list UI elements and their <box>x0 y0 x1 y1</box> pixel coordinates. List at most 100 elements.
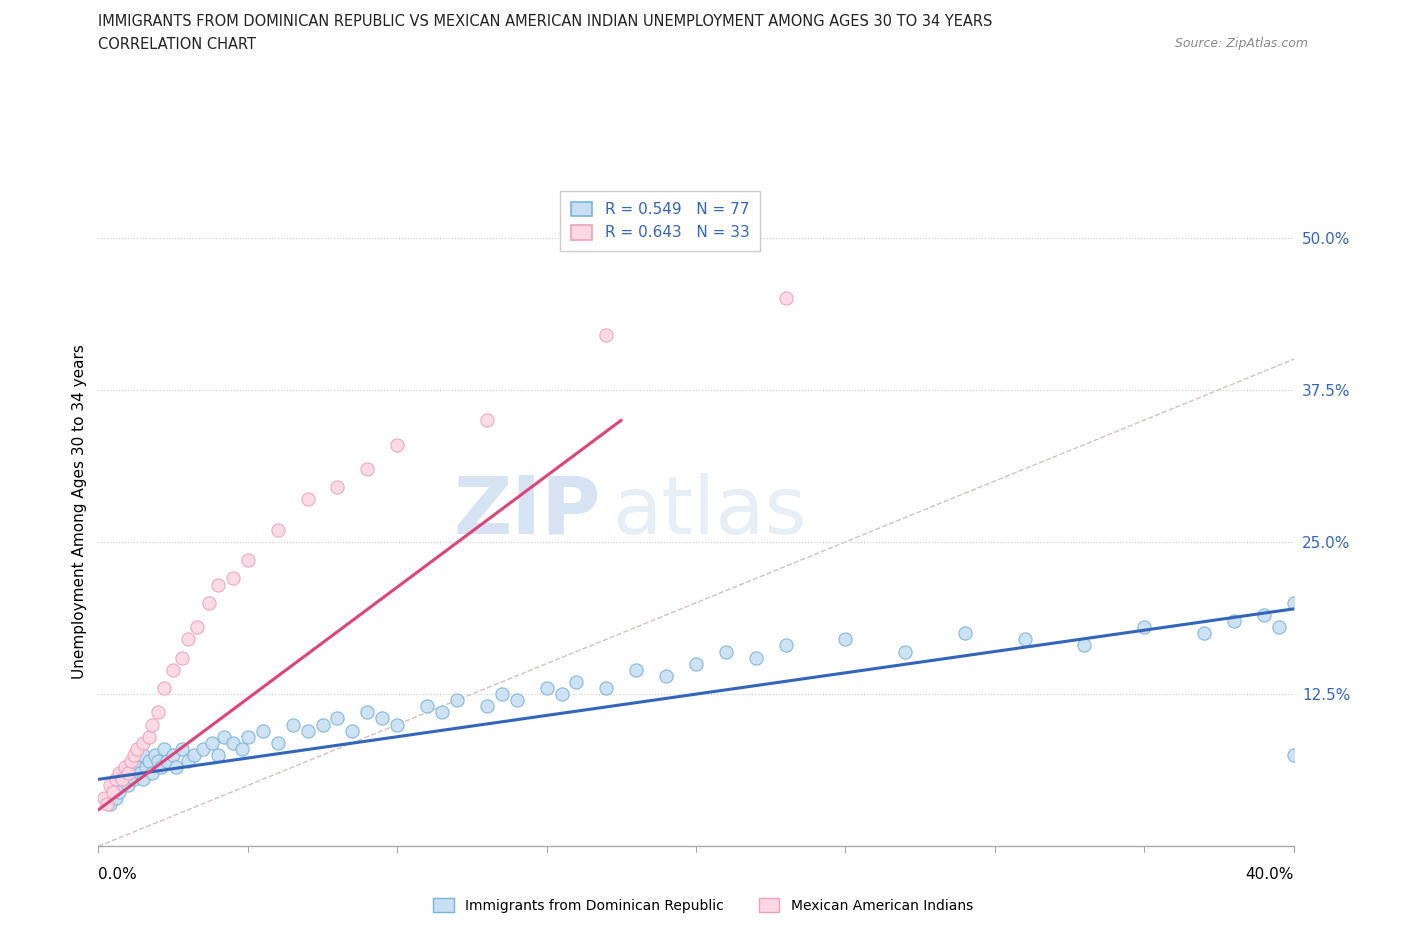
Point <box>953 626 976 641</box>
Legend: R = 0.549   N = 77, R = 0.643   N = 33: R = 0.549 N = 77, R = 0.643 N = 33 <box>560 191 761 251</box>
Point <box>162 748 184 763</box>
Point <box>416 698 439 713</box>
Legend: Immigrants from Dominican Republic, Mexican American Indians: Immigrants from Dominican Republic, Mexi… <box>427 893 979 919</box>
Point <box>108 765 131 780</box>
Y-axis label: Unemployment Among Ages 30 to 34 years: Unemployment Among Ages 30 to 34 years <box>72 344 87 679</box>
Point <box>252 724 274 738</box>
Point <box>124 748 146 763</box>
Point <box>117 765 139 780</box>
Point <box>342 724 364 738</box>
Point <box>103 784 125 799</box>
Point <box>475 698 498 713</box>
Point <box>124 753 146 768</box>
Point <box>129 765 152 780</box>
Point <box>1192 626 1215 641</box>
Point <box>132 736 155 751</box>
Point <box>356 461 378 476</box>
Point <box>96 796 118 811</box>
Point <box>108 784 131 799</box>
Point <box>207 748 229 763</box>
Text: CORRELATION CHART: CORRELATION CHART <box>98 37 256 52</box>
Point <box>1133 619 1156 634</box>
Text: Source: ZipAtlas.com: Source: ZipAtlas.com <box>1174 37 1308 50</box>
Point <box>685 657 707 671</box>
Point <box>177 753 200 768</box>
Point <box>1253 607 1275 622</box>
Point <box>745 650 768 665</box>
Text: atlas: atlas <box>612 472 807 551</box>
Point <box>198 595 221 610</box>
Point <box>207 578 229 592</box>
Point <box>775 638 797 653</box>
Point <box>475 413 498 428</box>
Point <box>491 686 513 701</box>
Point <box>714 644 737 659</box>
Point <box>186 619 208 634</box>
Point <box>1282 595 1305 610</box>
Point <box>105 790 128 805</box>
Point <box>311 717 333 732</box>
Point <box>267 736 290 751</box>
Point <box>93 790 115 805</box>
Point <box>565 674 588 689</box>
Point <box>894 644 917 659</box>
Point <box>132 772 155 787</box>
Point <box>506 693 529 708</box>
Point <box>143 748 166 763</box>
Point <box>297 724 319 738</box>
Text: 0.0%: 0.0% <box>98 867 138 882</box>
Point <box>150 760 173 775</box>
Point <box>385 437 409 452</box>
Point <box>111 778 134 793</box>
Point <box>105 772 128 787</box>
Point <box>114 760 136 775</box>
Point <box>98 778 122 793</box>
Point <box>138 729 160 744</box>
Point <box>446 693 468 708</box>
Point <box>624 662 647 677</box>
Point <box>1282 748 1305 763</box>
Point <box>103 778 125 793</box>
Point <box>148 705 170 720</box>
Point <box>1014 631 1036 646</box>
Point <box>120 753 142 768</box>
Point <box>120 765 142 780</box>
Point <box>1223 614 1246 629</box>
Point <box>148 753 170 768</box>
Point <box>550 686 572 701</box>
Point <box>1073 638 1095 653</box>
Point <box>117 760 139 775</box>
Point <box>117 778 139 793</box>
Point <box>103 784 125 799</box>
Point <box>135 760 157 775</box>
Point <box>172 650 194 665</box>
Point <box>281 717 304 732</box>
Point <box>655 669 678 684</box>
Point <box>177 631 200 646</box>
Point <box>127 760 149 775</box>
Text: IMMIGRANTS FROM DOMINICAN REPUBLIC VS MEXICAN AMERICAN INDIAN UNEMPLOYMENT AMONG: IMMIGRANTS FROM DOMINICAN REPUBLIC VS ME… <box>98 14 993 29</box>
Point <box>212 729 235 744</box>
Point <box>371 711 394 726</box>
Point <box>775 291 797 306</box>
Point <box>201 736 224 751</box>
Point <box>141 717 163 732</box>
Point <box>141 765 163 780</box>
Point <box>191 741 214 756</box>
Point <box>267 523 290 538</box>
Point <box>138 753 160 768</box>
Point <box>222 736 245 751</box>
Point <box>96 790 118 805</box>
Point <box>231 741 253 756</box>
Point <box>356 705 378 720</box>
Point <box>162 662 184 677</box>
Point <box>536 681 558 696</box>
Point <box>172 741 194 756</box>
Point <box>236 552 259 567</box>
Point <box>430 705 453 720</box>
Text: ZIP: ZIP <box>453 472 600 551</box>
Point <box>297 492 319 507</box>
Point <box>153 741 176 756</box>
Point <box>132 748 155 763</box>
Point <box>108 772 131 787</box>
